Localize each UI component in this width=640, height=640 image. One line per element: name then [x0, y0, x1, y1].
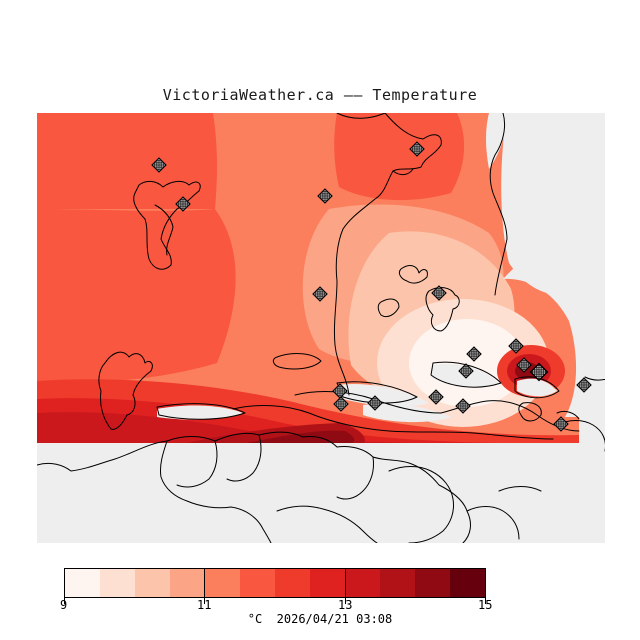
- contour-band-12-ne: [334, 113, 465, 201]
- colorbar-tick-11: [204, 598, 205, 604]
- nodata-east: [579, 113, 605, 543]
- station-marker[interactable]: [332, 383, 348, 399]
- station-marker[interactable]: [466, 346, 482, 362]
- coastline-east-main: [333, 228, 350, 396]
- coastline-far-east: [489, 113, 508, 296]
- coastline-south-landmass-n2: [498, 486, 542, 492]
- coastline-south-landmass-bay: [176, 440, 218, 488]
- coastline-north-lake: [133, 180, 201, 270]
- colorbar-swatch-7: [310, 569, 345, 597]
- colorbar-label-13: 13: [338, 598, 353, 612]
- colorbar-swatch-10: [415, 569, 450, 597]
- colorbar-swatch-4: [205, 569, 240, 597]
- contour-band-13c-south: [37, 412, 579, 443]
- nodata-mask-layer: [37, 113, 605, 543]
- station-marker[interactable]: [151, 157, 167, 173]
- station-marker[interactable]: [553, 416, 569, 432]
- colorbar-divider-11: [204, 568, 205, 598]
- coastline-inlet-se-outline: [514, 376, 560, 399]
- coastline-se-point: [518, 402, 542, 422]
- coastline-west-island: [98, 351, 153, 430]
- coastline-south-landmass-peninsula: [276, 505, 378, 543]
- station-marker[interactable]: [516, 357, 532, 373]
- nodata-se-sea: [503, 233, 579, 417]
- station-marker[interactable]: [175, 196, 191, 212]
- colorbar-tick-13: [345, 598, 346, 604]
- coastline-south-landmass-bay2: [226, 434, 262, 482]
- colorbar-label-15: 15: [478, 598, 493, 612]
- colorbar-swatch-0: [65, 569, 100, 597]
- coastline-south-outer: [232, 405, 554, 440]
- coastline-inlet-west-outline: [156, 403, 246, 420]
- coastline-south-landmass-bay3: [336, 456, 374, 500]
- coastline-inlet-east-outline: [430, 361, 502, 388]
- coastline-south-landmass-far-east: [556, 420, 605, 452]
- station-marker[interactable]: [409, 141, 425, 157]
- nodata-ne-bay: [486, 113, 507, 169]
- station-marker[interactable]: [312, 286, 328, 302]
- station-marker[interactable]: [431, 285, 447, 301]
- station-marker[interactable]: [458, 363, 474, 379]
- coastline-ne-notch: [392, 168, 414, 176]
- colorbar-tick-9: [64, 598, 65, 604]
- nodata-south: [37, 443, 605, 543]
- colorbar-label-9: 9: [60, 598, 68, 612]
- station-marker[interactable]: [576, 377, 592, 393]
- station-marker[interactable]: [333, 396, 349, 412]
- colorbar-swatch-6: [275, 569, 310, 597]
- colorbar-swatch-8: [345, 569, 380, 597]
- coastline-ne-peninsula: [342, 113, 442, 230]
- contour-band-12-nw: [37, 113, 217, 209]
- colorbar-swatch-1: [100, 569, 135, 597]
- colorbar-swatch-5: [240, 569, 275, 597]
- colorbar-label-11: 11: [197, 598, 212, 612]
- coastline-se-tip: [556, 410, 580, 420]
- coastline-strait-north: [336, 381, 418, 404]
- colorbar-swatch-9: [380, 569, 415, 597]
- station-marker[interactable]: [317, 188, 333, 204]
- coastline-lake-westcentral: [272, 353, 322, 370]
- station-marker[interactable]: [455, 398, 471, 414]
- station-marker[interactable]: [529, 362, 549, 382]
- colorbar-tick-15: [485, 598, 486, 604]
- station-marker-layer[interactable]: [151, 141, 592, 432]
- coastline-south-landmass-west: [160, 440, 272, 543]
- colorbar-swatch-11: [450, 569, 485, 597]
- coastline-lake-small: [377, 298, 400, 318]
- nodata-inlet-west: [157, 405, 243, 420]
- coastline-south-landmass-inlet: [466, 506, 520, 540]
- station-marker[interactable]: [367, 395, 383, 411]
- station-marker[interactable]: [428, 389, 444, 405]
- coastline-lake-core: [425, 287, 460, 332]
- contour-band-12-w: [37, 209, 236, 383]
- nodata-strait-south: [363, 403, 451, 423]
- page-title: VictoriaWeather.ca —— Temperature: [162, 86, 478, 104]
- colorbar-divider-13: [345, 568, 346, 598]
- coastline-south-landmass-east: [388, 466, 454, 543]
- colorbar: [64, 568, 486, 604]
- colorbar-units-timestamp: °C 2026/04/21 03:08: [247, 612, 393, 626]
- coastline-east-bay: [398, 265, 428, 284]
- colorbar-swatches: [64, 568, 486, 598]
- coastline-e-tip: [584, 376, 605, 381]
- nodata-inlet-se: [517, 378, 557, 397]
- coastline-ne-top: [336, 113, 386, 119]
- temperature-contour-map[interactable]: [37, 113, 605, 543]
- coastline-south-landmass-north: [37, 431, 471, 543]
- colorbar-swatch-3: [170, 569, 205, 597]
- colorbar-swatch-2: [135, 569, 170, 597]
- station-marker[interactable]: [508, 338, 524, 354]
- temperature-map-panel[interactable]: [37, 113, 605, 543]
- coastline-north-inlet: [154, 204, 174, 256]
